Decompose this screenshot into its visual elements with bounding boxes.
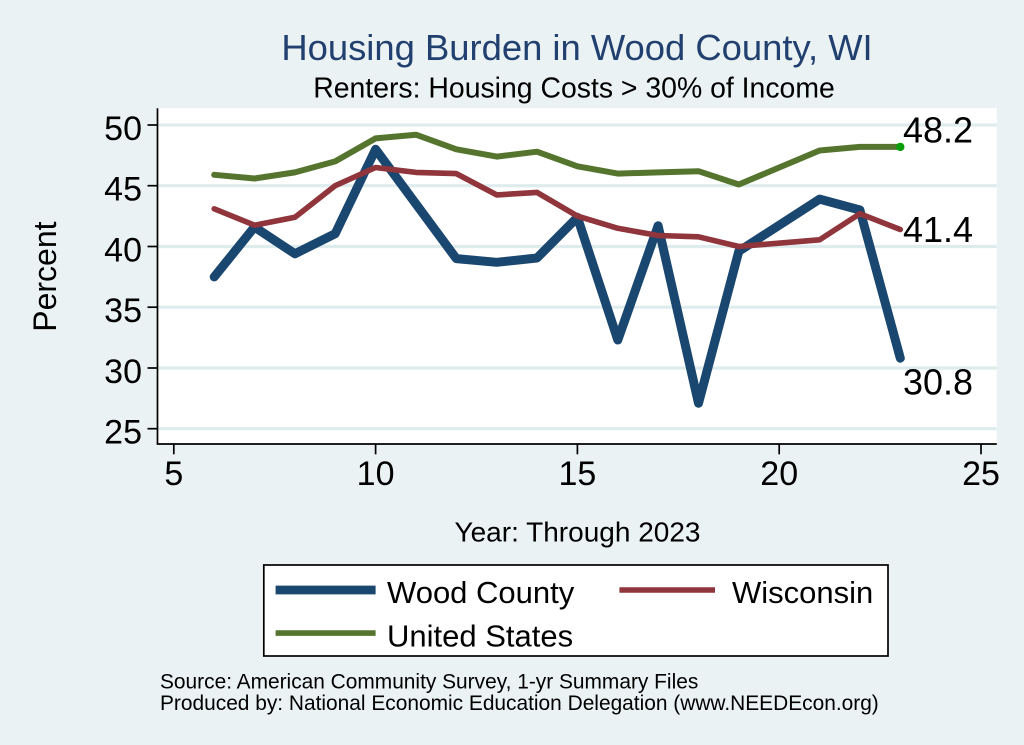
svg-text:20: 20	[760, 455, 798, 493]
svg-text:Percent: Percent	[27, 221, 63, 331]
svg-text:10: 10	[357, 455, 395, 493]
svg-text:Housing Burden in Wood County,: Housing Burden in Wood County, WI	[281, 27, 872, 68]
svg-text:Wood County: Wood County	[387, 575, 575, 610]
svg-text:25: 25	[962, 455, 1000, 493]
svg-text:30.8: 30.8	[903, 361, 973, 402]
svg-text:45: 45	[104, 171, 142, 209]
svg-text:15: 15	[558, 455, 596, 493]
svg-text:5: 5	[164, 455, 183, 493]
svg-text:35: 35	[104, 292, 142, 330]
svg-text:Produced by: National Economic: Produced by: National Economic Education…	[160, 692, 879, 715]
svg-text:30: 30	[104, 353, 142, 391]
svg-text:50: 50	[104, 110, 142, 148]
svg-text:Source: American Community Sur: Source: American Community Survey, 1-yr …	[160, 671, 698, 694]
svg-text:Wisconsin: Wisconsin	[732, 575, 873, 610]
svg-text:48.2: 48.2	[903, 110, 973, 151]
svg-text:41.4: 41.4	[903, 209, 973, 250]
svg-text:Renters: Housing Costs > 30% o: Renters: Housing Costs > 30% of Income	[313, 73, 835, 105]
svg-text:Year: Through 2023: Year: Through 2023	[455, 517, 701, 548]
svg-text:25: 25	[104, 414, 142, 452]
svg-text:United States: United States	[387, 618, 573, 653]
svg-text:40: 40	[104, 232, 142, 270]
